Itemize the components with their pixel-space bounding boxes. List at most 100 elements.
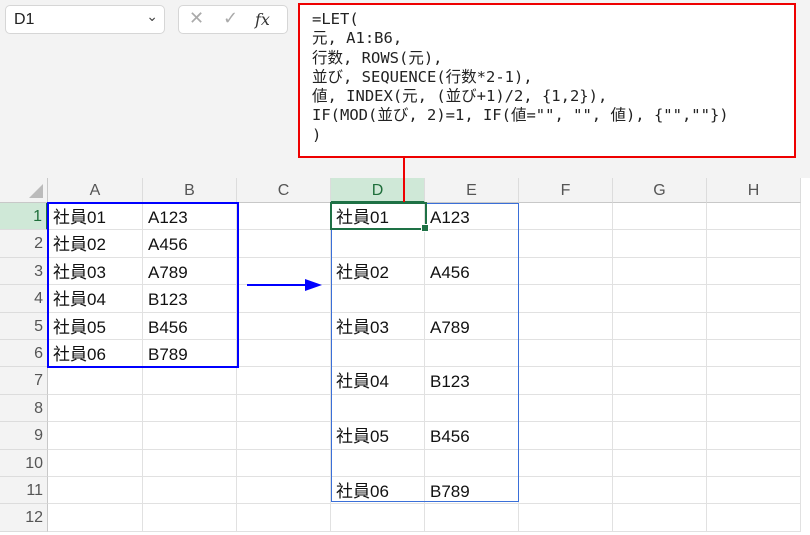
column-header-F[interactable]: F — [519, 178, 613, 203]
cell-G4[interactable] — [613, 285, 707, 313]
cell-A10[interactable] — [48, 449, 143, 477]
row-header-4[interactable]: 4 — [0, 285, 48, 313]
cell-D9[interactable]: 社員05 — [331, 422, 425, 450]
cell-G12[interactable] — [613, 504, 707, 532]
cell-F9[interactable] — [519, 422, 613, 450]
cell-D5[interactable]: 社員03 — [331, 312, 425, 340]
cell-B11[interactable] — [143, 477, 237, 505]
cell-C10[interactable] — [237, 449, 331, 477]
row-header-11[interactable]: 11 — [0, 477, 48, 505]
select-all-button[interactable] — [0, 178, 48, 203]
cell-G9[interactable] — [613, 422, 707, 450]
cell-F12[interactable] — [519, 504, 613, 532]
cell-H3[interactable] — [707, 257, 801, 286]
cell-F3[interactable] — [519, 257, 613, 286]
cell-G2[interactable] — [613, 230, 707, 258]
cell-D8[interactable] — [331, 394, 425, 423]
cell-B4[interactable]: B123 — [143, 285, 237, 313]
cell-D10[interactable] — [331, 449, 425, 477]
row-header-9[interactable]: 9 — [0, 422, 48, 450]
cell-H6[interactable] — [707, 340, 801, 368]
cell-B8[interactable] — [143, 394, 237, 423]
column-header-E[interactable]: E — [425, 178, 519, 203]
cell-G8[interactable] — [613, 394, 707, 423]
cell-H12[interactable] — [707, 504, 801, 532]
cell-C5[interactable] — [237, 312, 331, 340]
cell-H4[interactable] — [707, 285, 801, 313]
formula-input[interactable]: =LET( 元, A1:B6, 行数, ROWS(元), 並び, SEQUENC… — [298, 3, 796, 158]
row-header-7[interactable]: 7 — [0, 367, 48, 395]
cell-F2[interactable] — [519, 230, 613, 258]
cell-C7[interactable] — [237, 367, 331, 395]
cell-A8[interactable] — [48, 394, 143, 423]
cell-A1[interactable]: 社員01 — [48, 203, 143, 231]
column-header-A[interactable]: A — [48, 178, 143, 203]
cell-A4[interactable]: 社員04 — [48, 285, 143, 313]
cell-C12[interactable] — [237, 504, 331, 532]
cell-A11[interactable] — [48, 477, 143, 505]
cell-F11[interactable] — [519, 477, 613, 505]
cell-H8[interactable] — [707, 394, 801, 423]
chevron-down-icon[interactable]: ⌄ — [146, 8, 158, 24]
cell-G6[interactable] — [613, 340, 707, 368]
cell-B3[interactable]: A789 — [143, 257, 237, 286]
cell-F10[interactable] — [519, 449, 613, 477]
cell-A7[interactable] — [48, 367, 143, 395]
spreadsheet-grid[interactable]: A B C D E F G H 1 社員01 A123 社員01 A123 2 社員02 A456 3 社員03 A… — [0, 178, 810, 535]
cell-C9[interactable] — [237, 422, 331, 450]
cell-E12[interactable] — [425, 504, 519, 532]
cell-B1[interactable]: A123 — [143, 203, 237, 231]
row-header-2[interactable]: 2 — [0, 230, 48, 258]
cell-H5[interactable] — [707, 312, 801, 340]
cell-D7[interactable]: 社員04 — [331, 367, 425, 395]
cell-C6[interactable] — [237, 340, 331, 368]
cell-A12[interactable] — [48, 504, 143, 532]
cell-F5[interactable] — [519, 312, 613, 340]
column-header-B[interactable]: B — [143, 178, 237, 203]
cell-G7[interactable] — [613, 367, 707, 395]
cell-A2[interactable]: 社員02 — [48, 230, 143, 258]
cell-B10[interactable] — [143, 449, 237, 477]
cell-H9[interactable] — [707, 422, 801, 450]
cell-G11[interactable] — [613, 477, 707, 505]
cell-C11[interactable] — [237, 477, 331, 505]
cell-D6[interactable] — [331, 340, 425, 368]
cell-D3[interactable]: 社員02 — [331, 257, 425, 286]
cell-G5[interactable] — [613, 312, 707, 340]
column-header-H[interactable]: H — [707, 178, 801, 203]
cell-D4[interactable] — [331, 285, 425, 313]
cell-H1[interactable] — [707, 203, 801, 231]
cell-F6[interactable] — [519, 340, 613, 368]
cell-B12[interactable] — [143, 504, 237, 532]
row-header-3[interactable]: 3 — [0, 257, 48, 286]
row-header-6[interactable]: 6 — [0, 340, 48, 368]
cell-G1[interactable] — [613, 203, 707, 231]
cell-B2[interactable]: A456 — [143, 230, 237, 258]
cell-F1[interactable] — [519, 203, 613, 231]
row-header-8[interactable]: 8 — [0, 394, 48, 423]
fx-icon[interactable]: fx — [255, 10, 270, 29]
cell-H10[interactable] — [707, 449, 801, 477]
cell-B7[interactable] — [143, 367, 237, 395]
cell-D12[interactable] — [331, 504, 425, 532]
cell-B9[interactable] — [143, 422, 237, 450]
cell-A5[interactable]: 社員05 — [48, 312, 143, 340]
cell-D11[interactable]: 社員06 — [331, 477, 425, 505]
column-header-C[interactable]: C — [237, 178, 331, 203]
row-header-5[interactable]: 5 — [0, 312, 48, 340]
cell-F4[interactable] — [519, 285, 613, 313]
cell-H2[interactable] — [707, 230, 801, 258]
cell-A9[interactable] — [48, 422, 143, 450]
column-header-D[interactable]: D — [331, 178, 425, 203]
name-box[interactable]: D1 ⌄ — [5, 5, 165, 34]
cell-C2[interactable] — [237, 230, 331, 258]
row-header-10[interactable]: 10 — [0, 449, 48, 477]
cell-B5[interactable]: B456 — [143, 312, 237, 340]
cell-C8[interactable] — [237, 394, 331, 423]
cell-H11[interactable] — [707, 477, 801, 505]
cell-F8[interactable] — [519, 394, 613, 423]
cell-C1[interactable] — [237, 203, 331, 231]
column-header-G[interactable]: G — [613, 178, 707, 203]
cell-C4[interactable] — [237, 285, 331, 313]
cell-F7[interactable] — [519, 367, 613, 395]
